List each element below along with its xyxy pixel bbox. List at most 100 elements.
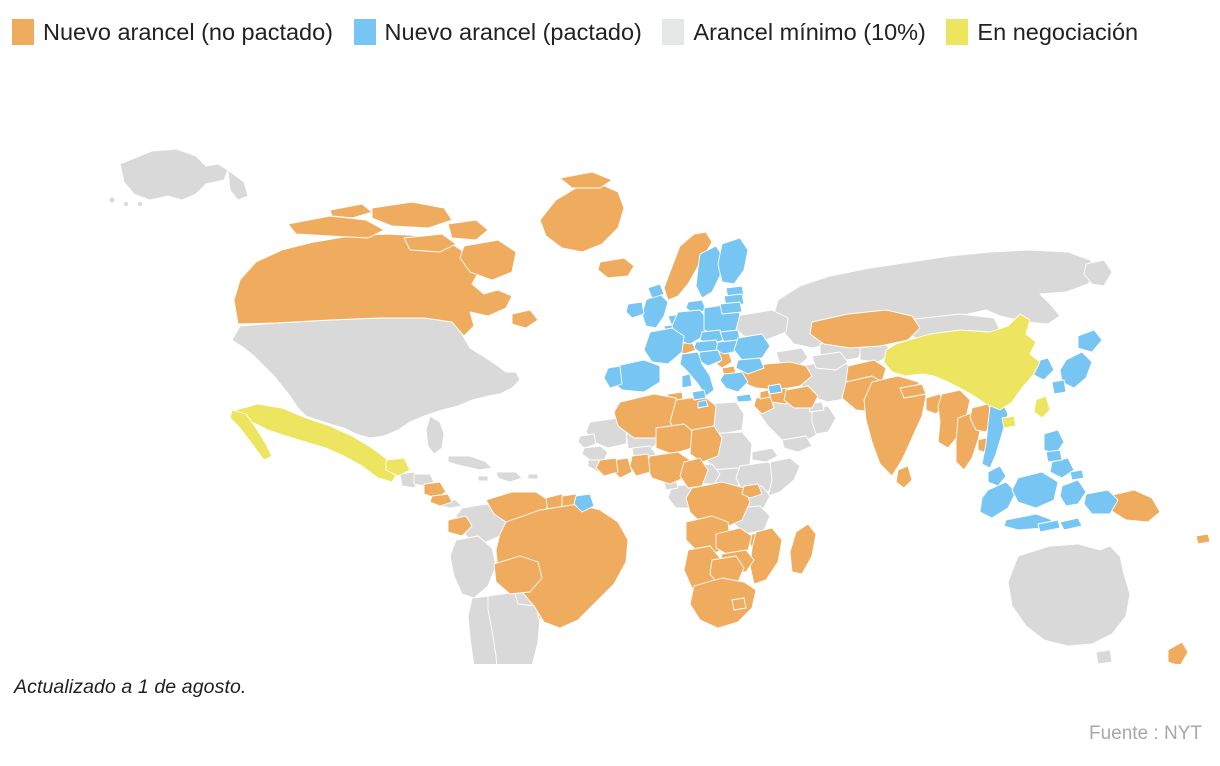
country-sweden	[696, 246, 724, 298]
country-mexico-yucatan	[386, 458, 410, 476]
legend-label-new-tariff-unagreed: Nuevo arancel (no pactado)	[43, 19, 334, 45]
country-philippines-luzon	[1044, 430, 1064, 454]
country-costa-rica	[430, 494, 452, 506]
country-cuba	[448, 456, 492, 470]
country-alaska-panhandle	[228, 170, 248, 200]
country-kamchatka	[1084, 260, 1112, 286]
source-credit: Fuente : NYT	[1089, 723, 1202, 744]
world-map-container	[0, 104, 1220, 664]
country-bulgaria	[736, 358, 764, 374]
country-mozambique	[750, 528, 782, 584]
country-drc	[686, 482, 750, 528]
countries-negotiating	[230, 314, 1050, 482]
country-puerto-rico	[528, 474, 538, 479]
country-indonesia-borneo	[1012, 472, 1058, 508]
country-iraq	[784, 386, 818, 408]
country-ivory-coast	[596, 458, 618, 476]
country-indonesia-sulawesi	[1060, 480, 1086, 506]
country-myanmar	[938, 390, 970, 448]
country-malta	[698, 400, 708, 408]
country-sri-lanka	[896, 466, 912, 488]
country-canada-arctic-2	[372, 202, 452, 228]
country-canada-victoria	[330, 204, 372, 218]
legend-item-negotiating: En negociación	[946, 19, 1138, 45]
country-ecuador	[448, 516, 472, 536]
legend-item-new-tariff-agreed: Nuevo arancel (pactado)	[353, 19, 649, 45]
country-norway	[664, 232, 712, 300]
country-guinea	[582, 446, 608, 460]
country-china	[884, 314, 1040, 410]
legend-item-new-tariff-unagreed: Nuevo arancel (no pactado)	[12, 19, 340, 45]
country-mexico	[236, 404, 398, 482]
legend-label-minimum-tariff: Arancel mínimo (10%)	[693, 19, 926, 45]
country-iceland	[598, 258, 634, 278]
world-choropleth-map	[0, 104, 1220, 664]
country-greece	[720, 372, 748, 392]
country-south-africa	[690, 578, 756, 628]
legend-swatch-gray	[662, 19, 685, 45]
country-italy	[680, 352, 714, 396]
country-greenland	[540, 184, 624, 252]
country-togo-benin	[630, 454, 650, 476]
country-tasmania	[1096, 650, 1112, 664]
country-philippines-visayas	[1046, 450, 1062, 462]
country-france	[644, 328, 684, 364]
country-romania	[734, 334, 770, 360]
country-taiwan	[1034, 396, 1050, 418]
country-finland	[718, 238, 748, 284]
country-sardinia	[682, 374, 692, 388]
country-kazakhstan	[810, 310, 920, 348]
country-india	[864, 376, 926, 476]
country-indonesia-lesser-sunda	[1038, 520, 1060, 532]
country-scotland	[648, 284, 664, 298]
country-papua-new-guinea	[1108, 490, 1160, 522]
country-bolivia	[494, 556, 542, 594]
country-vietnam	[982, 402, 1008, 468]
country-ireland	[626, 302, 644, 318]
country-malaysia-peninsula	[988, 466, 1006, 486]
legend-item-minimum-tariff: Arancel mínimo (10%)	[662, 19, 932, 45]
country-canada-baffin	[460, 240, 516, 280]
country-indonesia-timor	[1060, 518, 1082, 530]
country-indonesia-maluku	[1070, 470, 1084, 480]
legend: Nuevo arancel (no pactado) Nuevo arancel…	[0, 0, 1220, 50]
countries-new-tariff-unagreed	[234, 172, 1210, 664]
country-hispaniola	[496, 472, 522, 482]
country-indonesia-papua	[1084, 490, 1118, 514]
country-united-kingdom	[642, 294, 668, 328]
country-somalia	[768, 458, 800, 496]
country-philippines-mindanao	[1050, 458, 1074, 478]
country-lithuania	[720, 302, 742, 314]
country-canada	[234, 234, 512, 336]
legend-swatch-yellow	[946, 19, 969, 45]
country-uganda	[742, 484, 762, 498]
country-peru	[450, 536, 496, 598]
country-fiji	[1196, 534, 1210, 544]
country-japan-kyushu	[1052, 380, 1066, 394]
country-chad	[690, 426, 722, 462]
country-japan-hokkaido	[1078, 330, 1102, 352]
country-madagascar	[790, 524, 816, 574]
country-greece-crete	[736, 394, 752, 402]
countries-minimum-tariff	[109, 134, 1130, 664]
country-portugal	[604, 366, 622, 388]
country-lesotho	[732, 598, 746, 610]
country-sicily-sardinia	[692, 390, 706, 400]
country-french-guiana	[574, 494, 594, 512]
country-alaska	[120, 149, 228, 200]
country-turkmenistan	[812, 352, 848, 370]
country-cyprus	[768, 384, 782, 394]
legend-swatch-blue	[353, 19, 376, 45]
country-greenland-north	[560, 172, 612, 188]
country-jamaica	[478, 476, 488, 481]
country-china-hainan	[1002, 416, 1016, 428]
country-caucasus	[776, 348, 808, 366]
update-note: Actualizado a 1 de agosto.	[14, 676, 247, 698]
country-nepal	[900, 384, 926, 398]
island-aleutian-3	[138, 202, 143, 207]
country-mexico-baja	[230, 410, 272, 460]
country-new-zealand-north	[1168, 642, 1188, 664]
legend-label-negotiating: En negociación	[977, 19, 1139, 45]
country-canada-arctic-4	[448, 220, 488, 240]
country-canada-newfoundland	[512, 310, 538, 328]
